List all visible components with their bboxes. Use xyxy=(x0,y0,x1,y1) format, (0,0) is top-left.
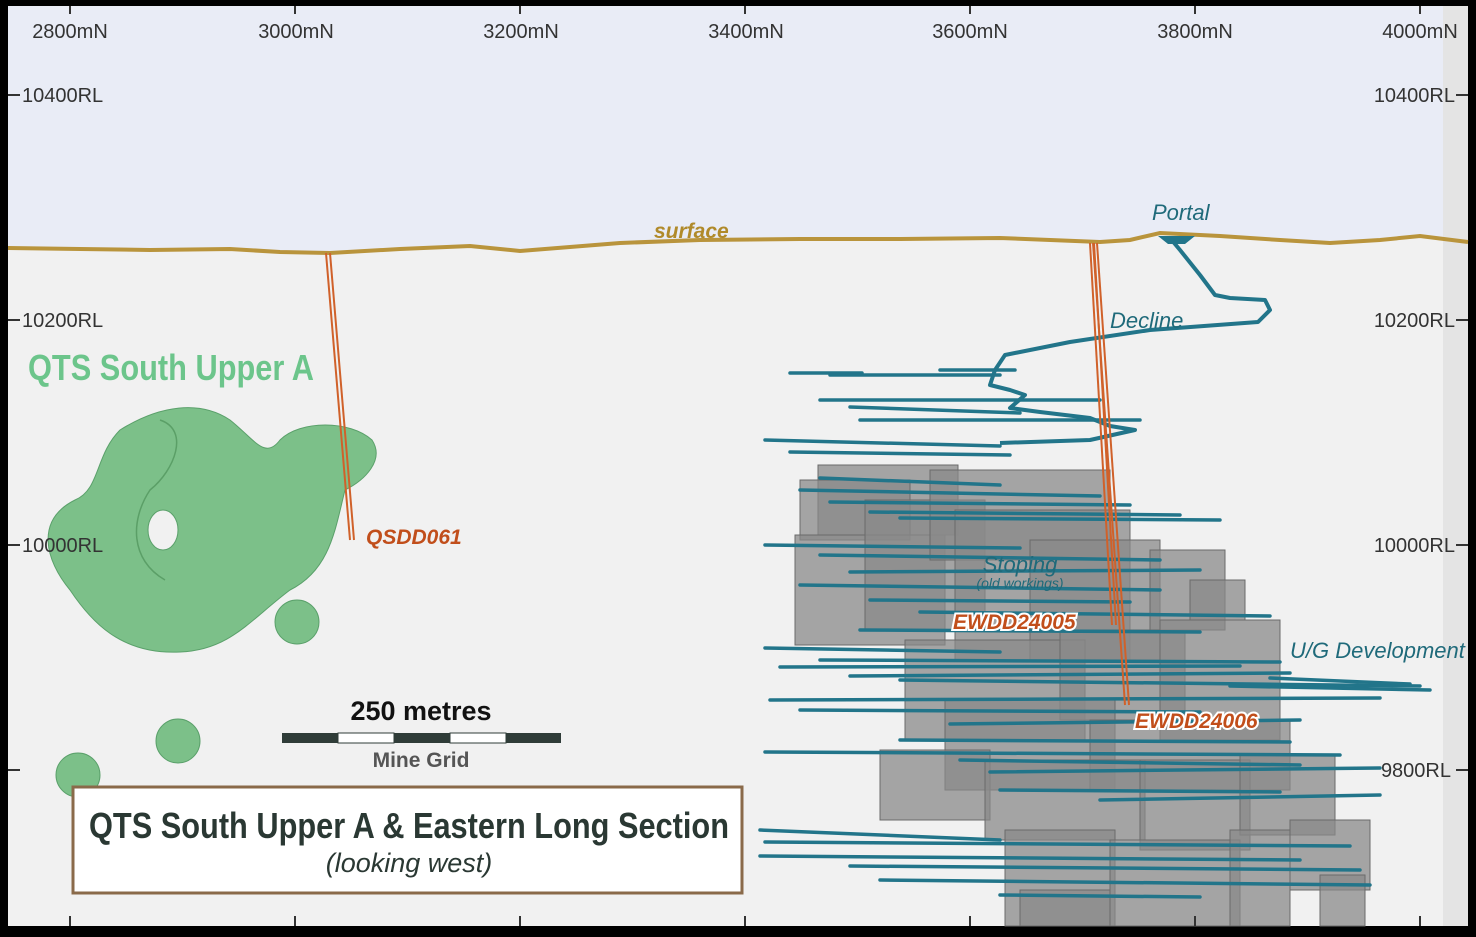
northing-tick-label: 3600mN xyxy=(932,21,1008,43)
drillhole-traces xyxy=(325,242,1130,706)
decline-label: Decline xyxy=(1110,308,1183,333)
zone-label: QTS South Upper A xyxy=(28,347,314,388)
rl-tick-label-right: 10000RL xyxy=(1374,535,1455,557)
northing-tick-label: 3200mN xyxy=(483,21,559,43)
drillhole-label-ewdd24005: EWDD24005 xyxy=(953,611,1076,634)
surface-line xyxy=(7,230,1469,256)
section-title: QTS South Upper A & Eastern Long Section xyxy=(89,805,729,846)
rl-tick-label-right: 10200RL xyxy=(1374,310,1455,332)
rl-tick-label-left: 10200RL xyxy=(22,310,103,332)
northing-tick-label: 2800mN xyxy=(32,21,108,43)
stoping-note-label: (old workings) xyxy=(976,575,1063,591)
scale-bar-distance: 250 metres xyxy=(350,696,491,726)
northing-axis: 2800mN 3000mN 3200mN 3400mN 3600mN 3800m… xyxy=(32,21,1458,43)
right-margin-strip xyxy=(1443,6,1468,926)
surface-label: surface xyxy=(654,220,729,243)
drillhole-label-qsdd061: QSDD061 xyxy=(366,526,462,549)
section-subtitle: (looking west) xyxy=(326,848,493,878)
rl-axis: 10400RL 10200RL 10000RL 10400RL 10200RL … xyxy=(22,85,1455,782)
rl-tick-marks xyxy=(8,94,1468,771)
sky-area xyxy=(8,6,1468,253)
scale-bar-grid: Mine Grid xyxy=(373,749,470,772)
northing-tick-label: 3400mN xyxy=(708,21,784,43)
stoping-label: Stoping xyxy=(983,552,1058,577)
qts-south-upper-a-orebody xyxy=(47,407,377,798)
portal-marker xyxy=(1158,236,1195,244)
underground-development xyxy=(758,368,1432,899)
scale-bar: 250 metres Mine Grid xyxy=(282,696,561,772)
ug-development-label: U/G Development xyxy=(1290,638,1466,663)
title-box: QTS South Upper A & Eastern Long Section… xyxy=(71,785,744,895)
rl-tick-label-left: 10000RL xyxy=(22,535,103,557)
portal-label: Portal xyxy=(1152,200,1211,225)
rl-tick-label-right: 10400RL xyxy=(1374,85,1455,107)
northing-tick-label: 4000mN xyxy=(1382,21,1458,43)
drillhole-label-ewdd24006: EWDD24006 xyxy=(1135,710,1258,733)
rl-tick-label-left: 10400RL xyxy=(22,85,103,107)
northing-tick-label: 3000mN xyxy=(258,21,334,43)
northing-tick-marks xyxy=(69,6,1421,926)
rl-tick-label-right: 9800RL xyxy=(1381,760,1451,782)
northing-tick-label: 3800mN xyxy=(1157,21,1233,43)
